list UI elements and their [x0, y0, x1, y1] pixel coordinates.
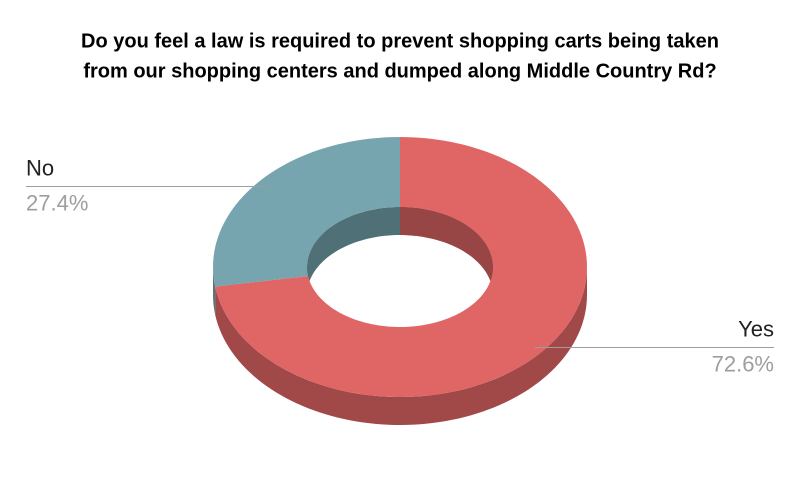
slice-value-label: 72.6% — [712, 351, 774, 376]
slice — [215, 137, 587, 397]
slice-inner-wall — [400, 207, 493, 295]
slice-value-label: 27.4% — [26, 190, 88, 215]
chart-title: Do you feel a law is required to prevent… — [81, 30, 719, 52]
slice-side — [215, 267, 587, 425]
slice-inner-wall — [307, 207, 400, 295]
chart-title: from our shopping centers and dumped alo… — [83, 60, 716, 82]
slice-label: No — [26, 155, 54, 180]
slice-label: Yes — [738, 316, 774, 341]
slice — [213, 137, 400, 287]
slice-side — [213, 267, 216, 315]
